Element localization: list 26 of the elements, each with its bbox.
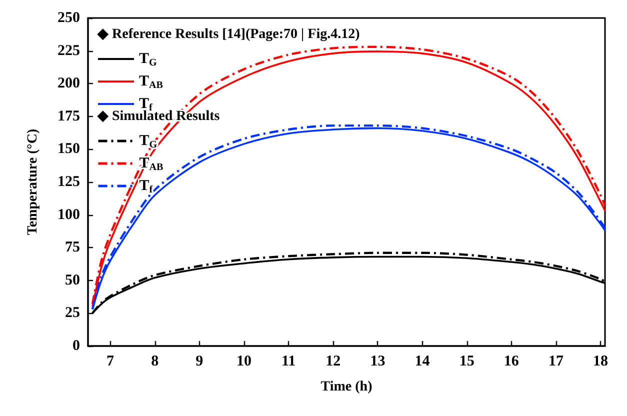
x-tick-label: 10 xyxy=(236,354,252,370)
x-tick-label: 18 xyxy=(593,354,608,370)
x-axis-title: Time (h) xyxy=(320,380,373,394)
x-tick-label: 15 xyxy=(459,354,474,370)
x-tick-label: 11 xyxy=(281,354,296,370)
y-tick-label: 25 xyxy=(65,305,80,322)
y-tick-label: 0 xyxy=(72,338,80,354)
x-tick-label: 13 xyxy=(370,354,386,370)
annotation: ◆ Reference Results [14](Page:70 | Fig.4.12) xyxy=(96,27,360,42)
y-tick-label: 150 xyxy=(58,141,80,158)
x-tick-label: 17 xyxy=(548,354,564,370)
x-tick-label: 9 xyxy=(196,354,204,370)
x-tick-label: 16 xyxy=(504,354,520,370)
y-tick-label: 225 xyxy=(58,42,80,59)
x-tick-label: 7 xyxy=(106,354,115,370)
y-tick-label: 125 xyxy=(58,174,80,190)
x-tick-label: 12 xyxy=(326,354,341,370)
y-tick-label: 50 xyxy=(65,272,80,288)
y-tick-label: 250 xyxy=(58,10,80,26)
y-tick-label: 75 xyxy=(65,240,80,256)
y-tick-label: 200 xyxy=(58,76,80,92)
y-tick-label: 100 xyxy=(58,206,80,223)
y-axis-title: Temperature (°C) xyxy=(26,128,40,236)
y-tick-label: 175 xyxy=(58,108,80,124)
x-tick-label: 14 xyxy=(414,354,430,370)
x-tick-label: 8 xyxy=(151,354,159,370)
